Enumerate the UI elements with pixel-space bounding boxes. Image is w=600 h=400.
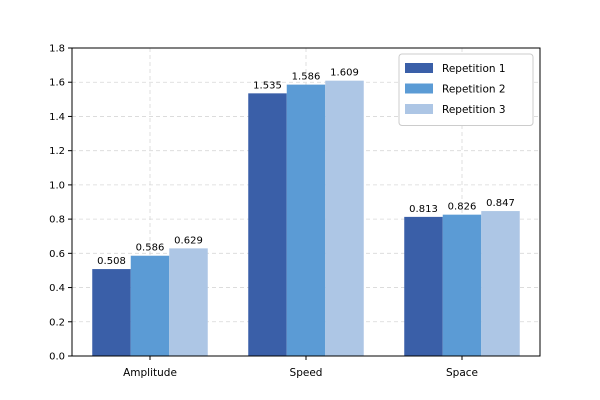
bar: [92, 269, 131, 356]
y-tick-label: 0.2: [49, 317, 65, 328]
x-tick-label: Amplitude: [123, 367, 177, 379]
legend-label: Repetition 1: [442, 63, 506, 75]
bar: [325, 80, 364, 356]
legend-label: Repetition 3: [442, 104, 506, 116]
bar: [286, 84, 326, 357]
legend-label: Repetition 2: [442, 84, 506, 96]
bar: [169, 248, 208, 356]
y-tick-label: 1.2: [49, 146, 65, 157]
bar-value-label: 1.609: [330, 68, 359, 79]
bar: [442, 214, 482, 356]
y-tick-label: 1.4: [49, 112, 65, 123]
bar: [248, 93, 287, 356]
data-labels: 0.508 1.535 0.813 0.586 1.586 0.826 0.629 1.609…: [97, 68, 515, 267]
legend-swatch: [405, 104, 433, 114]
bar-value-label: 0.508: [97, 256, 126, 267]
bars: [92, 80, 520, 357]
y-tick-label: 0.0: [49, 352, 65, 363]
bar-value-label: 0.847: [486, 198, 515, 209]
axis-ticks: 0.0 0.2 0.4 0.6 0.8 1.0 1.2 1.4 1.6 1.8 Amplitude S…: [49, 44, 478, 380]
y-tick-label: 0.6: [49, 249, 65, 260]
y-tick-label: 0.4: [49, 283, 65, 294]
bar: [481, 211, 520, 356]
x-tick-label: Speed: [290, 367, 323, 379]
y-tick-label: 1.8: [49, 44, 65, 55]
y-tick-label: 1.0: [49, 180, 65, 191]
bar: [404, 216, 443, 356]
legend-swatch: [405, 63, 433, 73]
bar-value-label: 0.629: [174, 235, 203, 246]
bar-value-label: 1.586: [292, 72, 321, 83]
bar-value-label: 0.813: [409, 204, 438, 215]
bar-value-label: 1.535: [253, 80, 282, 91]
x-tick-label: Space: [446, 367, 478, 379]
bar: [130, 255, 170, 356]
legend: Repetition 1 Repetition 2 Repetition 3: [398, 53, 534, 126]
y-tick-label: 0.8: [49, 215, 65, 226]
bar-value-label: 0.586: [136, 243, 165, 254]
legend-swatch: [405, 83, 433, 94]
bar-value-label: 0.826: [448, 202, 477, 213]
y-tick-label: 1.6: [49, 78, 65, 89]
